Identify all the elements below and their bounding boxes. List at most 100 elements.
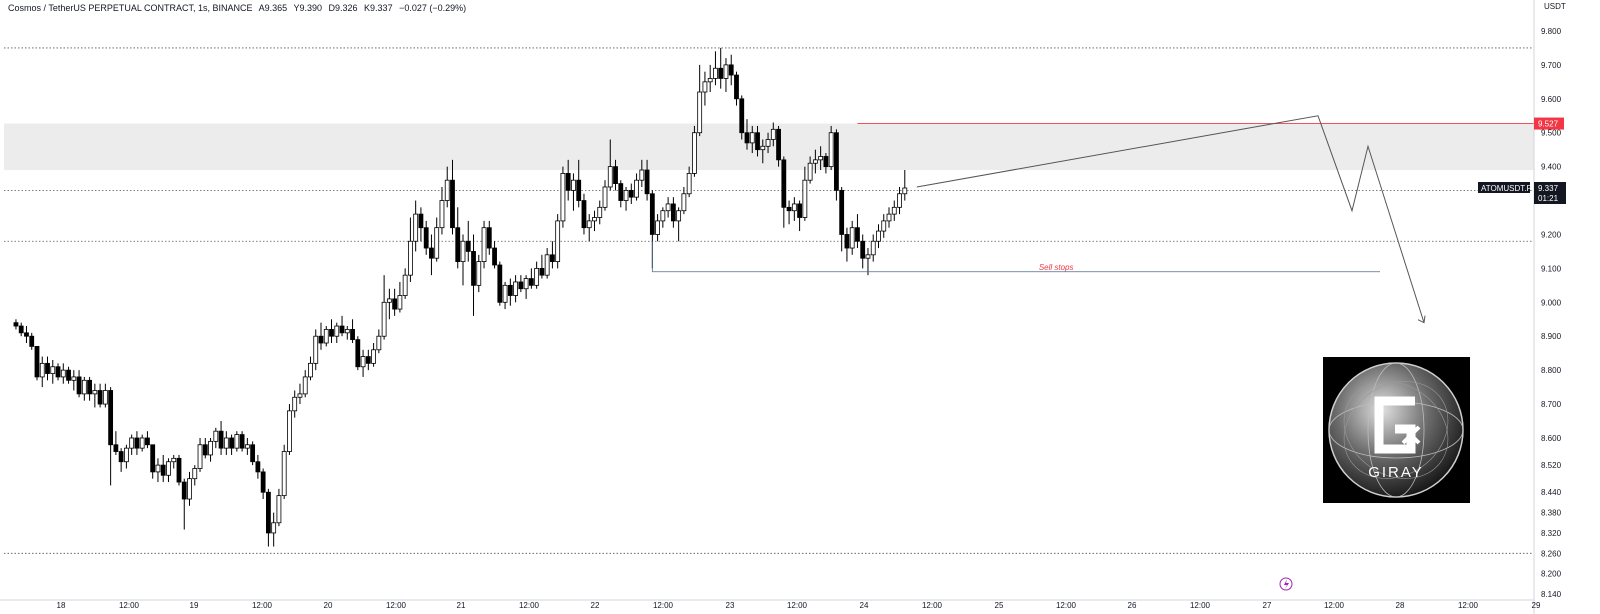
- candle: [250, 441, 256, 466]
- bull-candle-body: [302, 376, 308, 395]
- bear-candle-body: [18, 325, 24, 334]
- candle: [308, 356, 313, 381]
- candle: [402, 268, 408, 299]
- bear-candle-body: [255, 461, 261, 473]
- candle: [450, 159, 455, 235]
- candle: [812, 149, 818, 174]
- candle: [828, 125, 834, 171]
- bear-candle-body: [486, 227, 492, 249]
- bull-candle-body: [381, 301, 387, 337]
- candle: [476, 254, 482, 293]
- candle: [297, 383, 303, 405]
- bear-candle-body: [576, 179, 582, 201]
- candle: [329, 319, 334, 344]
- bear-candle-body: [134, 437, 140, 449]
- candle: [692, 125, 697, 177]
- candle: [276, 488, 282, 527]
- candle: [465, 220, 471, 262]
- y-tick-label: 8.200: [1541, 570, 1562, 579]
- bull-candle-body: [60, 369, 66, 378]
- candle: [555, 214, 561, 269]
- candle: [776, 125, 781, 167]
- candle: [528, 268, 534, 289]
- bull-candle-body: [276, 495, 282, 524]
- candle: [818, 146, 824, 171]
- candle: [60, 363, 66, 384]
- bull-candle-body: [723, 64, 729, 79]
- candle: [287, 404, 292, 455]
- candle: [81, 376, 87, 401]
- bull-candle-body: [50, 366, 56, 374]
- bear-candle-body: [455, 227, 461, 263]
- bull-candle-body: [597, 206, 603, 218]
- bear-candle-body: [260, 471, 266, 493]
- bull-candle-body: [749, 132, 755, 144]
- candle: [271, 512, 277, 547]
- bull-candle-body: [713, 67, 718, 79]
- y-tick-label: 8.800: [1541, 366, 1562, 375]
- candle: [134, 431, 140, 455]
- y-tick-label: 8.140: [1541, 590, 1562, 599]
- bull-candle-body: [592, 217, 597, 222]
- candle: [413, 200, 419, 252]
- candle: [460, 234, 466, 286]
- candle: [728, 54, 734, 86]
- candle: [208, 437, 213, 462]
- bull-candle-body: [665, 203, 671, 212]
- candle: [765, 132, 771, 154]
- candle: [234, 431, 240, 452]
- candle: [781, 156, 787, 228]
- candle: [92, 383, 98, 408]
- x-tick-label: 12:00: [1324, 601, 1345, 610]
- candle: [834, 129, 839, 201]
- candle: [166, 458, 171, 483]
- candle: [365, 349, 371, 371]
- bull-candle-body: [397, 295, 403, 310]
- bear-candle-body: [618, 183, 624, 201]
- candle: [707, 64, 713, 93]
- bear-candle-body: [365, 356, 371, 364]
- candle: [302, 370, 308, 398]
- bear-candle-body: [113, 444, 119, 452]
- sell-stops-label: Sell stops: [1039, 263, 1074, 272]
- bull-candle-body: [308, 362, 313, 378]
- candle: [870, 234, 876, 262]
- candle: [429, 234, 434, 276]
- bear-candle-body: [855, 227, 860, 242]
- bear-candle-body: [318, 335, 324, 344]
- bull-candle-body: [476, 261, 482, 286]
- candle: [881, 214, 887, 238]
- candle: [544, 248, 550, 279]
- x-tick-label: 27: [1263, 601, 1272, 610]
- bull-candle-body: [192, 468, 198, 480]
- currency-label: USDT: [1544, 2, 1566, 11]
- bear-candle-body: [718, 67, 724, 79]
- bear-candle-body: [518, 281, 524, 290]
- giray-logo: GIRAY: [1323, 357, 1470, 503]
- candle: [408, 217, 413, 282]
- bear-candle-body: [66, 369, 71, 381]
- bull-candle-body: [544, 254, 550, 276]
- bear-candle-body: [839, 189, 845, 235]
- x-tick-label: 21: [457, 601, 466, 610]
- candle: [87, 376, 92, 401]
- bull-candle-body: [513, 281, 518, 296]
- high-value: Y9.390: [293, 3, 322, 13]
- bull-candle-body: [434, 227, 440, 259]
- bull-candle-body: [297, 393, 303, 398]
- bull-candle-body: [760, 145, 766, 151]
- candle: [623, 186, 629, 211]
- candle: [350, 319, 355, 344]
- bear-candle-body: [55, 366, 61, 378]
- bull-candle-body: [634, 179, 639, 198]
- bear-candle-body: [550, 254, 555, 263]
- candle: [145, 431, 150, 449]
- y-tick-label: 9.800: [1541, 27, 1562, 36]
- bull-candle-body: [287, 410, 292, 452]
- candle: [676, 207, 682, 242]
- candle: [381, 275, 387, 340]
- candle: [386, 288, 392, 320]
- bear-candle-body: [97, 390, 103, 405]
- bear-candle-body: [87, 379, 92, 395]
